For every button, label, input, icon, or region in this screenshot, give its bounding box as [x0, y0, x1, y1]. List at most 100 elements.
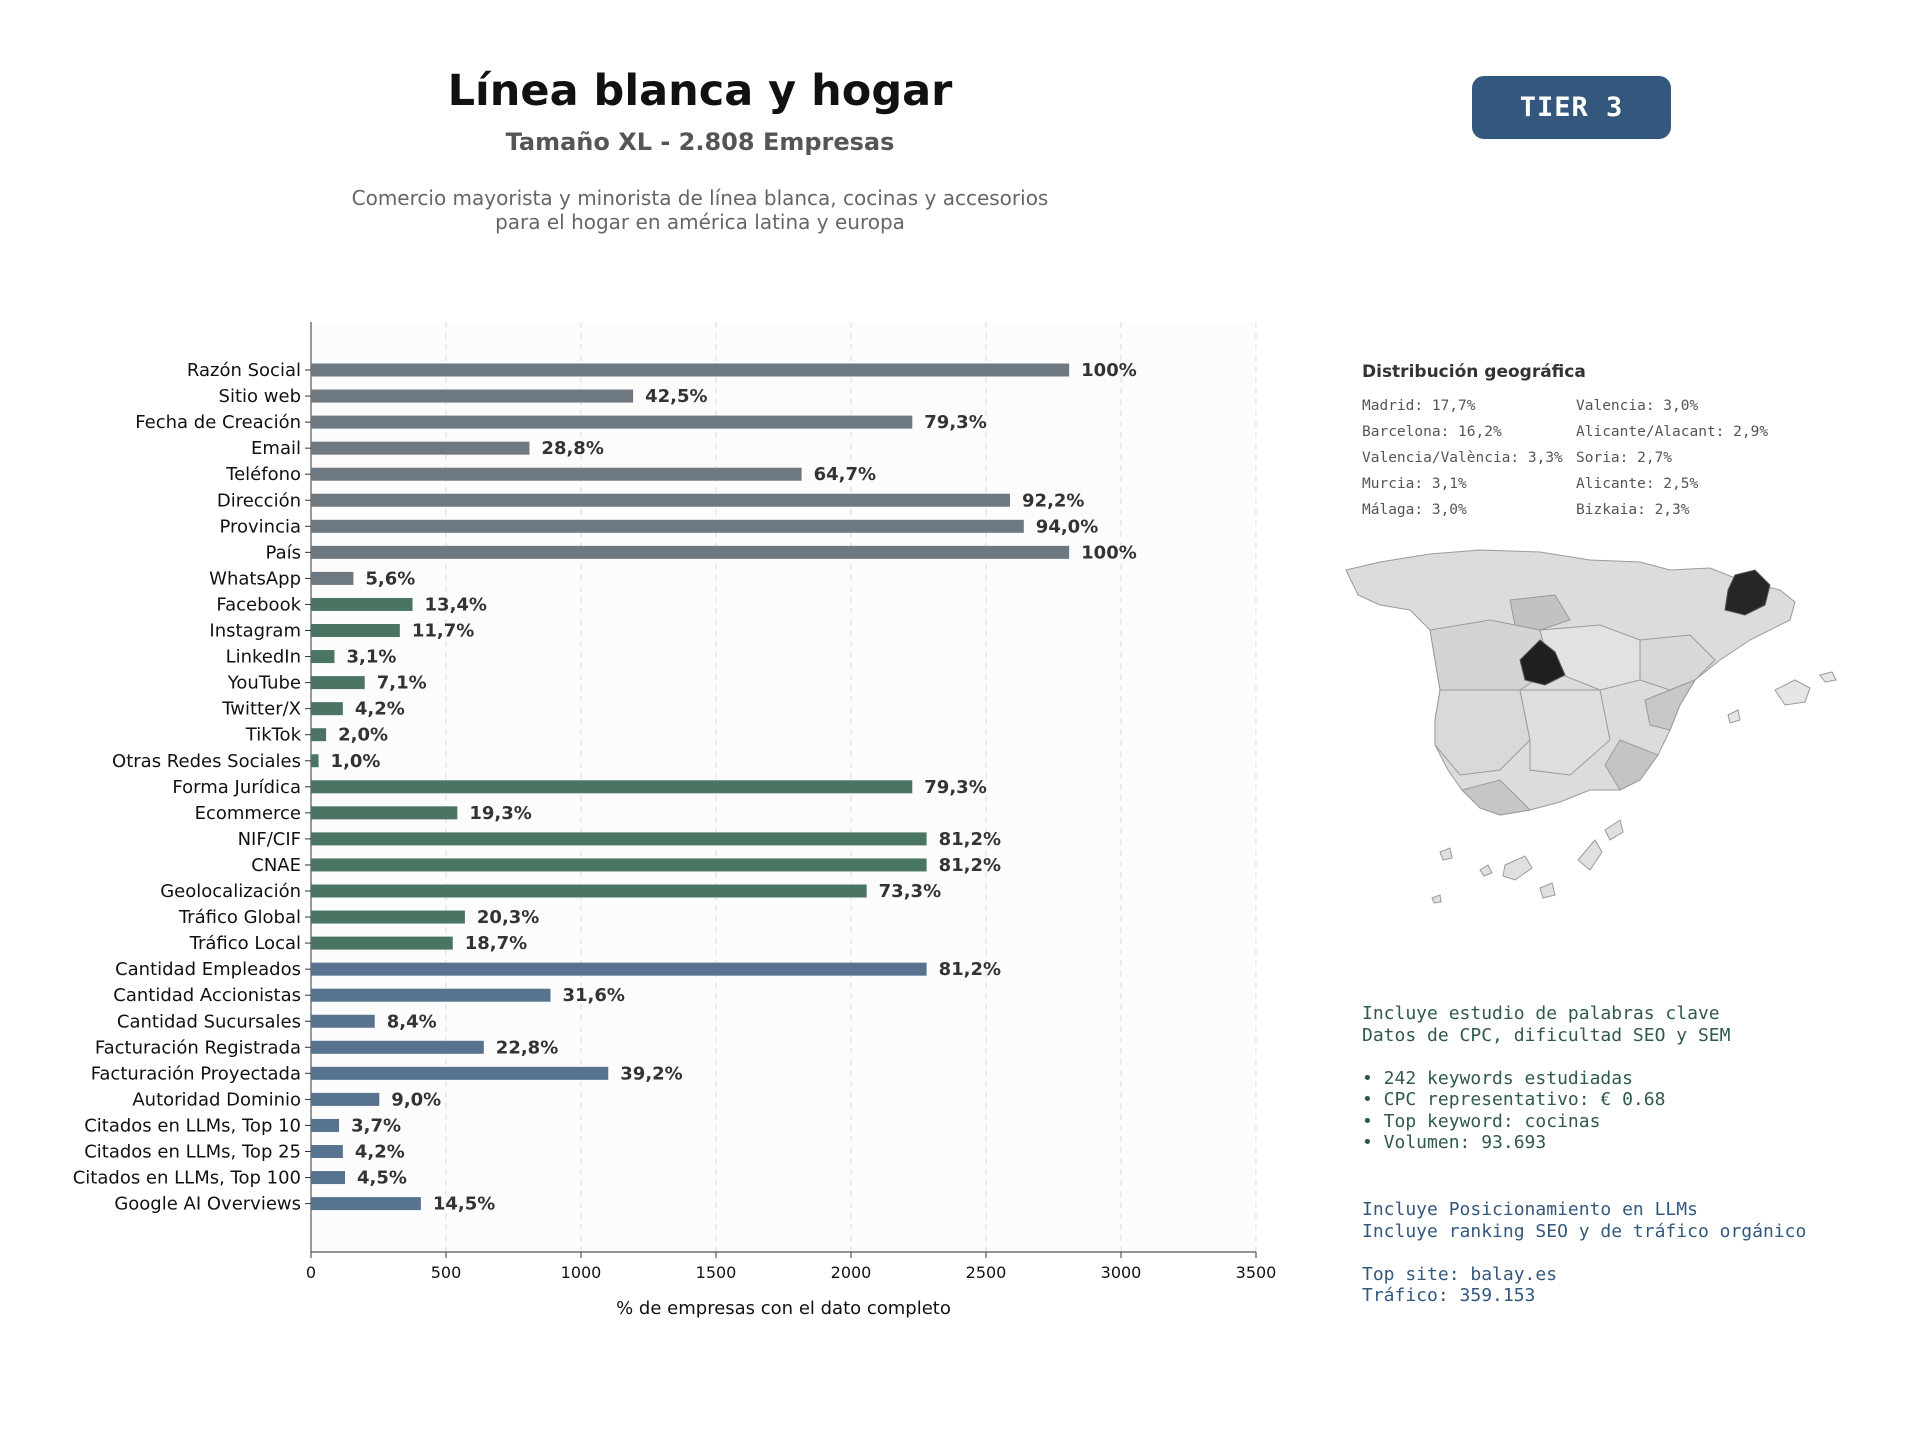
data-label: 79,3%	[924, 412, 986, 433]
bar	[311, 780, 913, 794]
x-tick-label: 2000	[831, 1263, 872, 1282]
geo-item: Valencia/València: 3,3%	[1362, 450, 1563, 466]
bar	[311, 519, 1024, 533]
category-label: Citados en LLMs, Top 100	[73, 1168, 301, 1189]
geo-item: Murcia: 3,1%	[1362, 476, 1467, 492]
category-label: Geolocalización	[160, 881, 301, 902]
x-tick-label: 3500	[1236, 1263, 1277, 1282]
data-label: 79,3%	[924, 777, 986, 798]
bar	[311, 493, 1011, 507]
page-description: Comercio mayorista y minorista de línea …	[300, 186, 1100, 234]
data-label: 31,6%	[562, 985, 624, 1006]
bar	[311, 1066, 609, 1080]
category-label: Teléfono	[225, 464, 301, 485]
bar	[311, 1197, 421, 1211]
keywords-line-1: Incluye estudio de palabras clave	[1362, 1003, 1720, 1024]
map-balearic-ibiza	[1727, 709, 1741, 724]
tier-badge: TIER 3	[1472, 76, 1671, 139]
geo-item: Barcelona: 16,2%	[1362, 424, 1502, 440]
data-label: 4,2%	[355, 699, 405, 720]
page-subtitle: Tamaño XL - 2.808 Empresas	[505, 128, 895, 156]
bar	[311, 702, 343, 716]
category-label: Ecommerce	[195, 803, 301, 824]
data-label: 81,2%	[939, 855, 1001, 876]
data-label: 39,2%	[620, 1063, 682, 1084]
x-tick-label: 1000	[561, 1263, 602, 1282]
data-label: 13,4%	[425, 594, 487, 615]
x-tick-label: 2500	[966, 1263, 1007, 1282]
category-label: Google AI Overviews	[114, 1194, 301, 1215]
map-balearic-mallorca	[1774, 679, 1811, 706]
category-label: Cantidad Sucursales	[117, 1011, 301, 1032]
data-label: 73,3%	[879, 881, 941, 902]
bar	[311, 1171, 346, 1185]
bar	[311, 363, 1070, 377]
keywords-line-2: Datos de CPC, dificultad SEO y SEM	[1362, 1024, 1731, 1046]
bar	[311, 441, 530, 455]
map-canary-islands	[1431, 819, 1624, 904]
bar	[311, 1092, 380, 1106]
data-label: 81,2%	[939, 829, 1001, 850]
category-label: WhatsApp	[209, 568, 301, 589]
category-label: LinkedIn	[226, 647, 301, 668]
category-label: Facebook	[216, 594, 301, 615]
category-label: Cantidad Empleados	[115, 959, 301, 980]
keywords-bullet-3: • Top keyword: cocinas	[1362, 1110, 1601, 1132]
page-title: Línea blanca y hogar	[447, 66, 953, 116]
geo-item: Soria: 2,7%	[1576, 450, 1673, 466]
category-label: Email	[251, 438, 301, 459]
geo-item: Madrid: 17,7%	[1362, 398, 1476, 414]
bar	[311, 1118, 340, 1132]
map-barcelona	[1724, 569, 1771, 616]
geo-item: Bizkaia: 2,3%	[1576, 502, 1690, 518]
spacer	[1362, 1046, 1730, 1068]
bar	[311, 962, 927, 976]
data-label: 3,1%	[346, 647, 396, 668]
category-label: Dirección	[217, 490, 301, 511]
data-label: 28,8%	[541, 438, 603, 459]
bar	[311, 806, 458, 820]
data-label: 22,8%	[496, 1037, 558, 1058]
category-label: Razón Social	[187, 360, 301, 381]
bar	[311, 988, 551, 1002]
bar	[311, 624, 400, 637]
category-label: Twitter/X	[221, 699, 301, 720]
bar	[311, 545, 1070, 559]
category-label: Otras Redes Sociales	[112, 751, 301, 772]
geo-item: Alicante: 2,5%	[1576, 476, 1699, 492]
map-madrid	[1519, 639, 1566, 686]
geo-item: Alicante/Alacant: 2,9%	[1576, 424, 1769, 440]
category-label: Tráfico Local	[189, 933, 301, 954]
category-label: TikTok	[245, 725, 302, 746]
map-provinces	[1345, 549, 1796, 816]
bar	[311, 1040, 484, 1054]
geo-item: Málaga: 3,0%	[1362, 502, 1467, 518]
x-tick-label: 3000	[1101, 1263, 1142, 1282]
bar	[311, 858, 927, 872]
category-label: Fecha de Creación	[135, 412, 301, 433]
bar-chart: 0 500 1000 1500 2000 2500 3000 3500 % de empresa…	[73, 322, 1277, 1319]
description-line-2: para el hogar en américa latina y europa	[495, 210, 905, 234]
data-label: 8,4%	[387, 1011, 437, 1032]
bar	[311, 1014, 375, 1028]
data-label: 92,2%	[1022, 490, 1084, 511]
data-label: 42,5%	[645, 386, 707, 407]
llm-line-1: Incluye Posicionamiento en LLMs	[1362, 1199, 1698, 1220]
data-label: 3,7%	[351, 1115, 401, 1136]
data-label: 4,2%	[355, 1142, 405, 1163]
keywords-block: Incluye estudio de palabras clave Datos d…	[1362, 960, 1730, 1175]
bar	[311, 676, 365, 690]
data-label: 64,7%	[814, 464, 876, 485]
bar	[311, 467, 802, 481]
llm-line-3: Top site: balay.es	[1362, 1263, 1558, 1285]
bar	[311, 650, 335, 664]
category-label: YouTube	[227, 673, 301, 694]
x-tick-label: 1500	[696, 1263, 737, 1282]
data-label: 7,1%	[377, 673, 427, 694]
category-label: Cantidad Accionistas	[113, 985, 301, 1006]
category-label: Citados en LLMs, Top 10	[84, 1115, 301, 1136]
geo-item: Valencia: 3,0%	[1576, 398, 1699, 414]
x-tick-label: 0	[306, 1263, 316, 1282]
keywords-bullet-1: • 242 keywords estudiadas	[1362, 1067, 1633, 1089]
bar	[311, 571, 354, 585]
